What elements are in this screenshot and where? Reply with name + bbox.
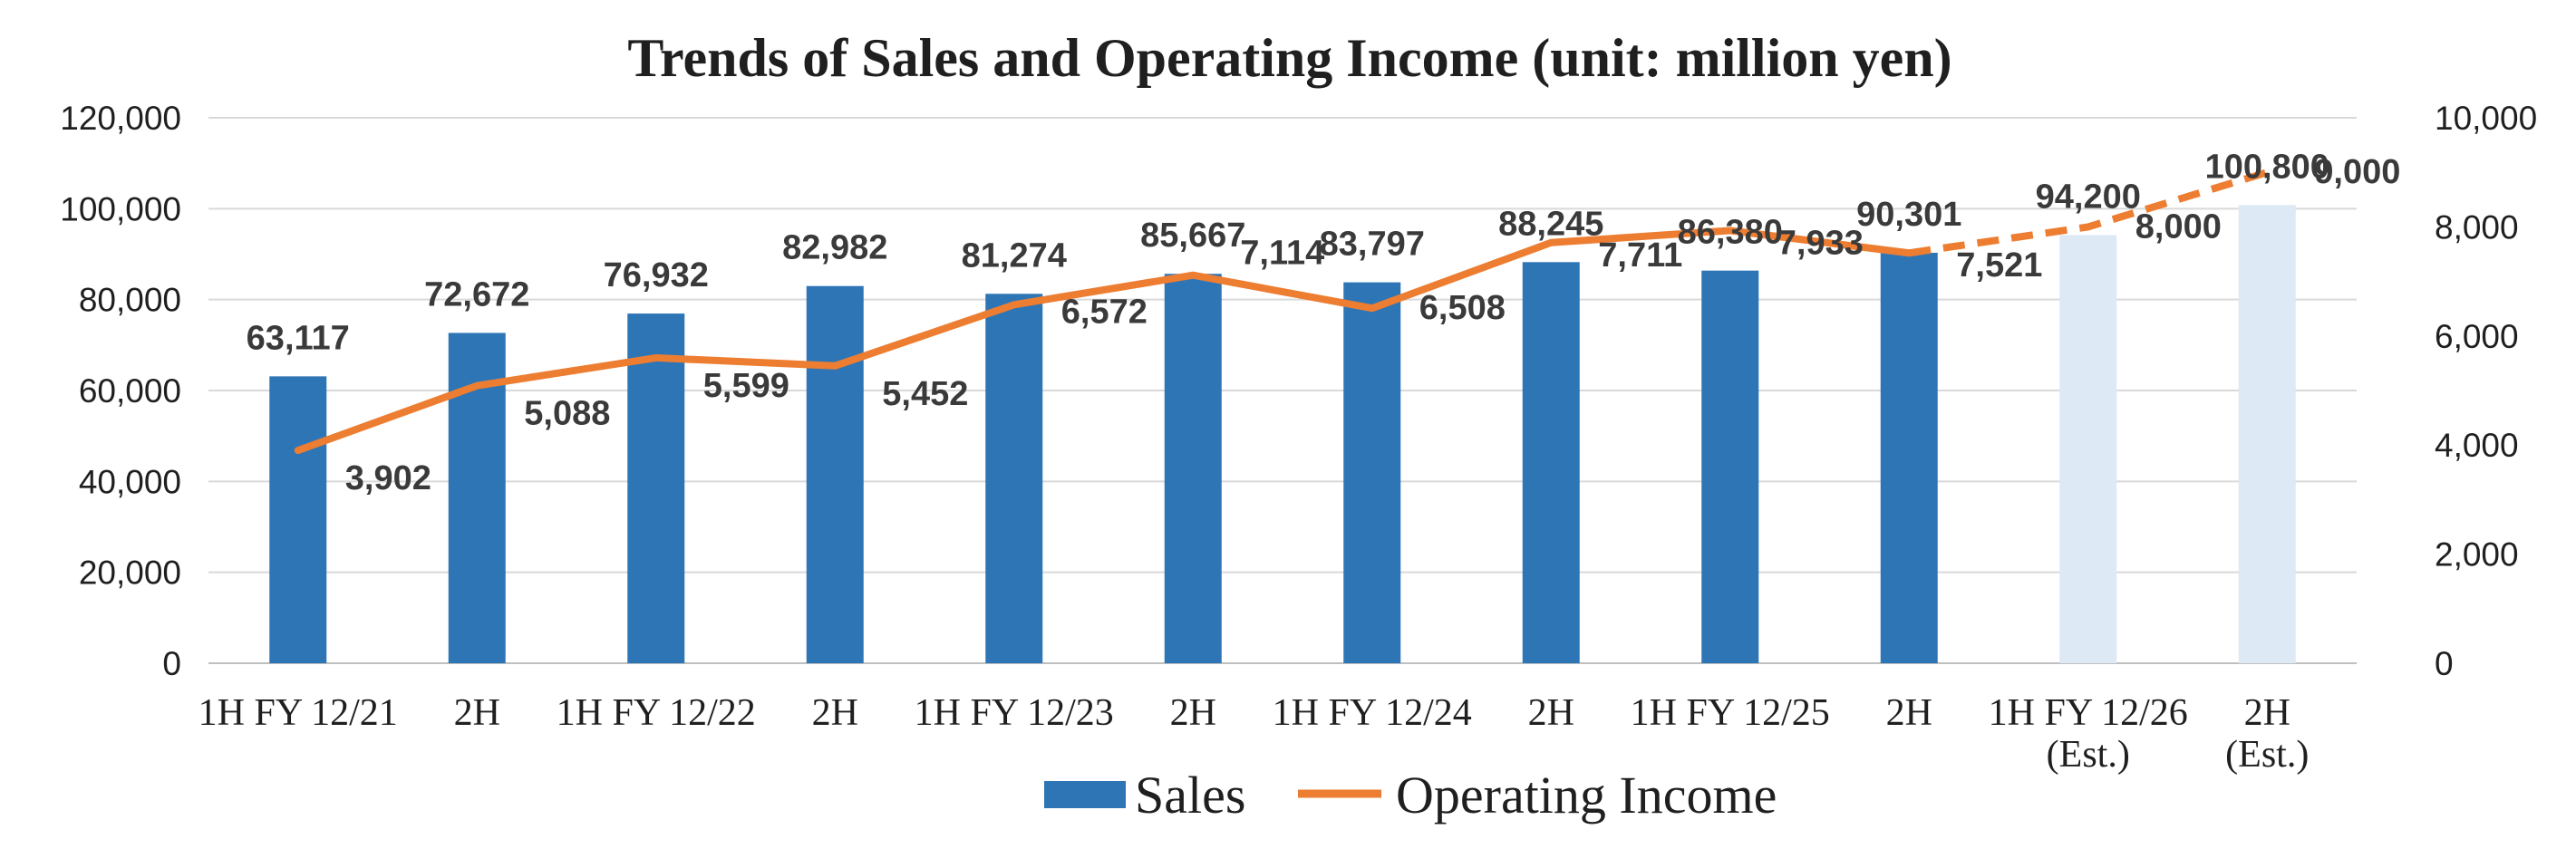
x-tick-label: 2H: [1886, 692, 1932, 734]
sales-data-label: 72,672: [424, 275, 529, 313]
y-left-tick-label: 20,000: [79, 555, 181, 592]
operating-income-data-label: 6,508: [1419, 289, 1506, 327]
y-left-tick-label: 60,000: [79, 372, 181, 410]
operating-income-point: [476, 385, 478, 387]
operating-income-line: [294, 169, 2269, 455]
sales-data-label: 86,380: [1678, 214, 1783, 252]
operating-income-point: [834, 365, 836, 367]
x-tick-label: (Est.): [2225, 734, 2309, 776]
y-left-tick-label: 0: [162, 645, 181, 682]
sales-data-label: 90,301: [1856, 196, 1961, 234]
sales-data-labels: 63,117 72,672 76,932 82,982 81,274 85,667 83,7…: [247, 148, 2329, 357]
x-tick-label: 1H FY 12/23: [915, 692, 1114, 734]
x-tick-label: 1H FY 12/21: [199, 692, 398, 734]
operating-income-data-label: 7,933: [1777, 224, 1864, 262]
operating-income-data-label: 7,521: [1956, 246, 2042, 285]
operating-income-data-label: 8,000: [2135, 207, 2222, 246]
sales-bar: [2238, 205, 2296, 663]
x-tick-label: 2H: [454, 692, 500, 734]
x-tick-label: (Est.): [2047, 734, 2130, 776]
y-left-tick-label: 100,000: [60, 190, 181, 227]
y-left-tick-label: 80,000: [79, 282, 181, 319]
x-tick-label: 2H: [812, 692, 858, 734]
operating-income-point: [1371, 307, 1373, 309]
y-right-tick-label: 4,000: [2435, 427, 2519, 464]
x-tick-label: 1H FY 12/22: [557, 692, 756, 734]
operating-income-data-label: 5,088: [524, 395, 610, 433]
operating-income-data-label: 5,452: [882, 375, 968, 413]
y-axis-left: 0 20,000 40,000 60,000 80,000 100,000 120,000: [60, 100, 181, 682]
sales-bar: [1880, 252, 1938, 663]
sales-bar: [985, 294, 1043, 663]
operating-income-data-label: 3,902: [345, 459, 431, 497]
chart-title: Trends of Sales and Operating Income (un…: [627, 28, 1951, 88]
y-right-tick-label: 2,000: [2435, 536, 2519, 574]
y-left-tick-label: 40,000: [79, 463, 181, 500]
sales-bar: [1343, 282, 1401, 663]
sales-bar: [806, 285, 864, 663]
operating-income-data-label: 5,599: [703, 367, 789, 405]
x-tick-label: 1H FY 12/26: [1989, 692, 2188, 734]
y-right-tick-label: 6,000: [2435, 318, 2519, 355]
sales-bar: [1164, 274, 1222, 663]
y-left-tick-label: 120,000: [60, 100, 181, 137]
operating-income-point: [1729, 229, 1731, 231]
sales-bar: [1701, 270, 1759, 663]
operating-income-point: [655, 357, 657, 359]
sales-bar: [269, 376, 327, 663]
sales-data-label: 85,667: [1140, 217, 1245, 255]
operating-income-data-label: 7,114: [1240, 235, 1324, 273]
x-tick-label: 1H FY 12/24: [1273, 692, 1472, 734]
legend: Sales Operating Income: [1044, 766, 1777, 825]
sales-data-label: 94,200: [2036, 178, 2141, 216]
x-axis: 1H FY 12/21 2H 1H FY 12/22 2H 1H FY 12/23 2H 1…: [199, 692, 2310, 776]
legend-operating-income-label: Operating Income: [1396, 766, 1777, 825]
operating-income-point: [297, 449, 299, 451]
sales-data-label: 100,800: [2205, 148, 2329, 186]
gridlines: [208, 117, 2357, 664]
sales-data-label: 81,274: [962, 236, 1067, 275]
x-tick-label: 2H: [2244, 692, 2290, 734]
operating-income-data-label: 9,000: [2314, 153, 2400, 191]
sales-bar: [2059, 235, 2117, 663]
legend-sales-swatch: [1044, 781, 1126, 808]
operating-income-point: [2266, 171, 2268, 173]
x-tick-label: 2H: [1528, 692, 1574, 734]
sales-bar: [627, 313, 685, 663]
operating-income-point: [1013, 304, 1015, 305]
sales-bar: [1522, 262, 1580, 663]
y-right-tick-label: 0: [2435, 645, 2454, 682]
sales-data-label: 63,117: [247, 319, 350, 357]
operating-income-point: [1550, 242, 1552, 244]
operating-income-data-label: 6,572: [1061, 293, 1148, 331]
sales-data-label: 88,245: [1498, 205, 1603, 243]
sales-data-label: 76,932: [604, 256, 709, 294]
y-right-tick-label: 10,000: [2435, 100, 2537, 137]
y-axis-right: 0 2,000 4,000 6,000 8,000 10,000: [2435, 100, 2537, 682]
x-tick-label: 2H: [1170, 692, 1216, 734]
sales-data-label: 83,797: [1320, 226, 1425, 264]
y-right-tick-label: 8,000: [2435, 208, 2519, 246]
sales-data-label: 82,982: [782, 229, 887, 267]
x-tick-label: 1H FY 12/25: [1631, 692, 1830, 734]
operating-income-data-label: 7,711: [1598, 236, 1682, 275]
operating-income-data-labels: 3,902 5,088 5,599 5,452 6,572 7,114 6,508 7,711…: [345, 153, 2401, 497]
legend-sales-label: Sales: [1135, 766, 1245, 825]
operating-income-point: [1908, 252, 1910, 254]
operating-income-line-actual: [294, 227, 1913, 455]
